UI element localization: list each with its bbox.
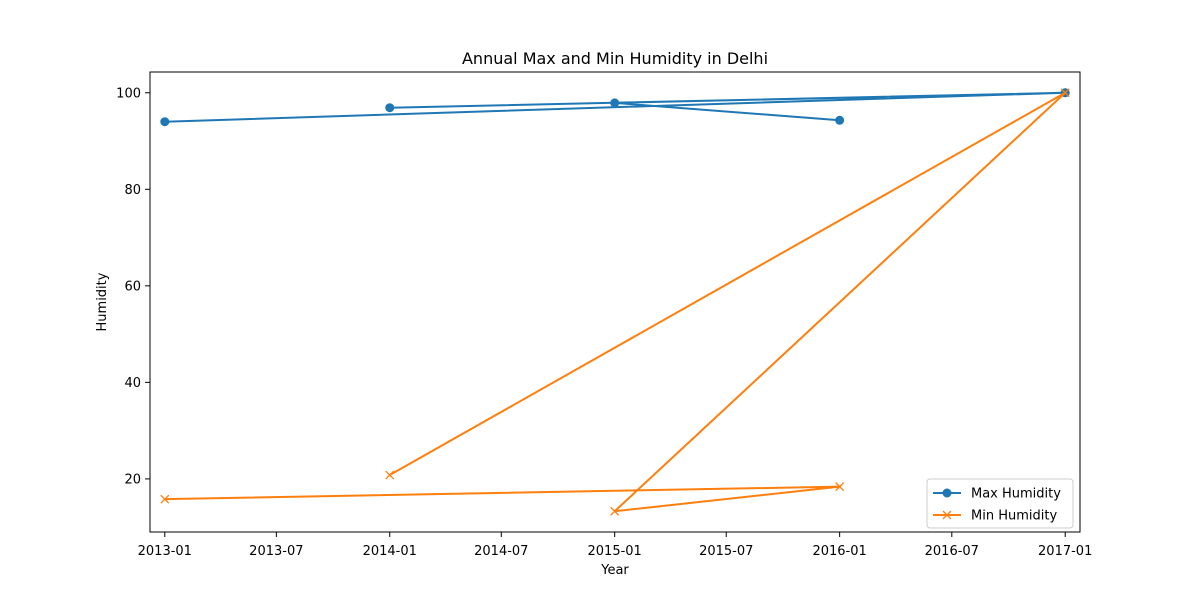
chart-title: Annual Max and Min Humidity in Delhi — [462, 49, 768, 68]
data-point-0 — [385, 103, 395, 113]
data-point-1 — [835, 482, 845, 492]
x-axis-ticks: 2013-01 2013-07 2014-01 2014-07 2015-01 2015-… — [138, 532, 1092, 559]
x-tick-label: 2014-01 — [363, 544, 417, 559]
y-tick-label: 20 — [124, 472, 141, 487]
plot-area — [150, 72, 1080, 532]
x-tick-label: 2015-01 — [588, 544, 642, 559]
data-point-0 — [160, 117, 170, 127]
data-point-1 — [385, 470, 395, 480]
x-tick-label: 2013-07 — [249, 544, 303, 559]
x-tick-label: 2017-01 — [1038, 544, 1092, 559]
legend-marker-1 — [942, 510, 952, 520]
legend-label-0: Max Humidity — [971, 487, 1061, 502]
data-point-1 — [610, 506, 620, 516]
y-axis-title: Humidity — [95, 272, 110, 331]
plot-frame — [149, 71, 1081, 533]
data-point-0 — [610, 98, 620, 108]
y-tick-label: 100 — [116, 86, 141, 101]
y-tick-label: 40 — [124, 376, 141, 391]
y-tick-label: 60 — [124, 279, 141, 294]
data-point-0 — [835, 115, 845, 125]
legend-label-1: Min Humidity — [971, 509, 1057, 524]
series-line-0 — [164, 91, 1067, 123]
x-tick-label: 2014-07 — [474, 544, 528, 559]
x-tick-label: 2013-01 — [138, 544, 192, 559]
data-point-1 — [160, 494, 170, 504]
legend-marker-0 — [942, 488, 952, 498]
legend-box — [926, 478, 1074, 529]
legend: Max Humidity Min Humidity — [926, 478, 1074, 529]
x-tick-label: 2015-07 — [699, 544, 753, 559]
x-tick-label: 2016-01 — [812, 544, 866, 559]
x-axis-title: Year — [600, 563, 629, 578]
marks-layer — [160, 88, 1070, 516]
y-axis-ticks: 20 40 60 80 100 — [116, 86, 150, 487]
y-tick-label: 80 — [124, 183, 141, 198]
x-tick-label: 2016-07 — [925, 544, 979, 559]
data-point-1 — [1060, 88, 1070, 98]
